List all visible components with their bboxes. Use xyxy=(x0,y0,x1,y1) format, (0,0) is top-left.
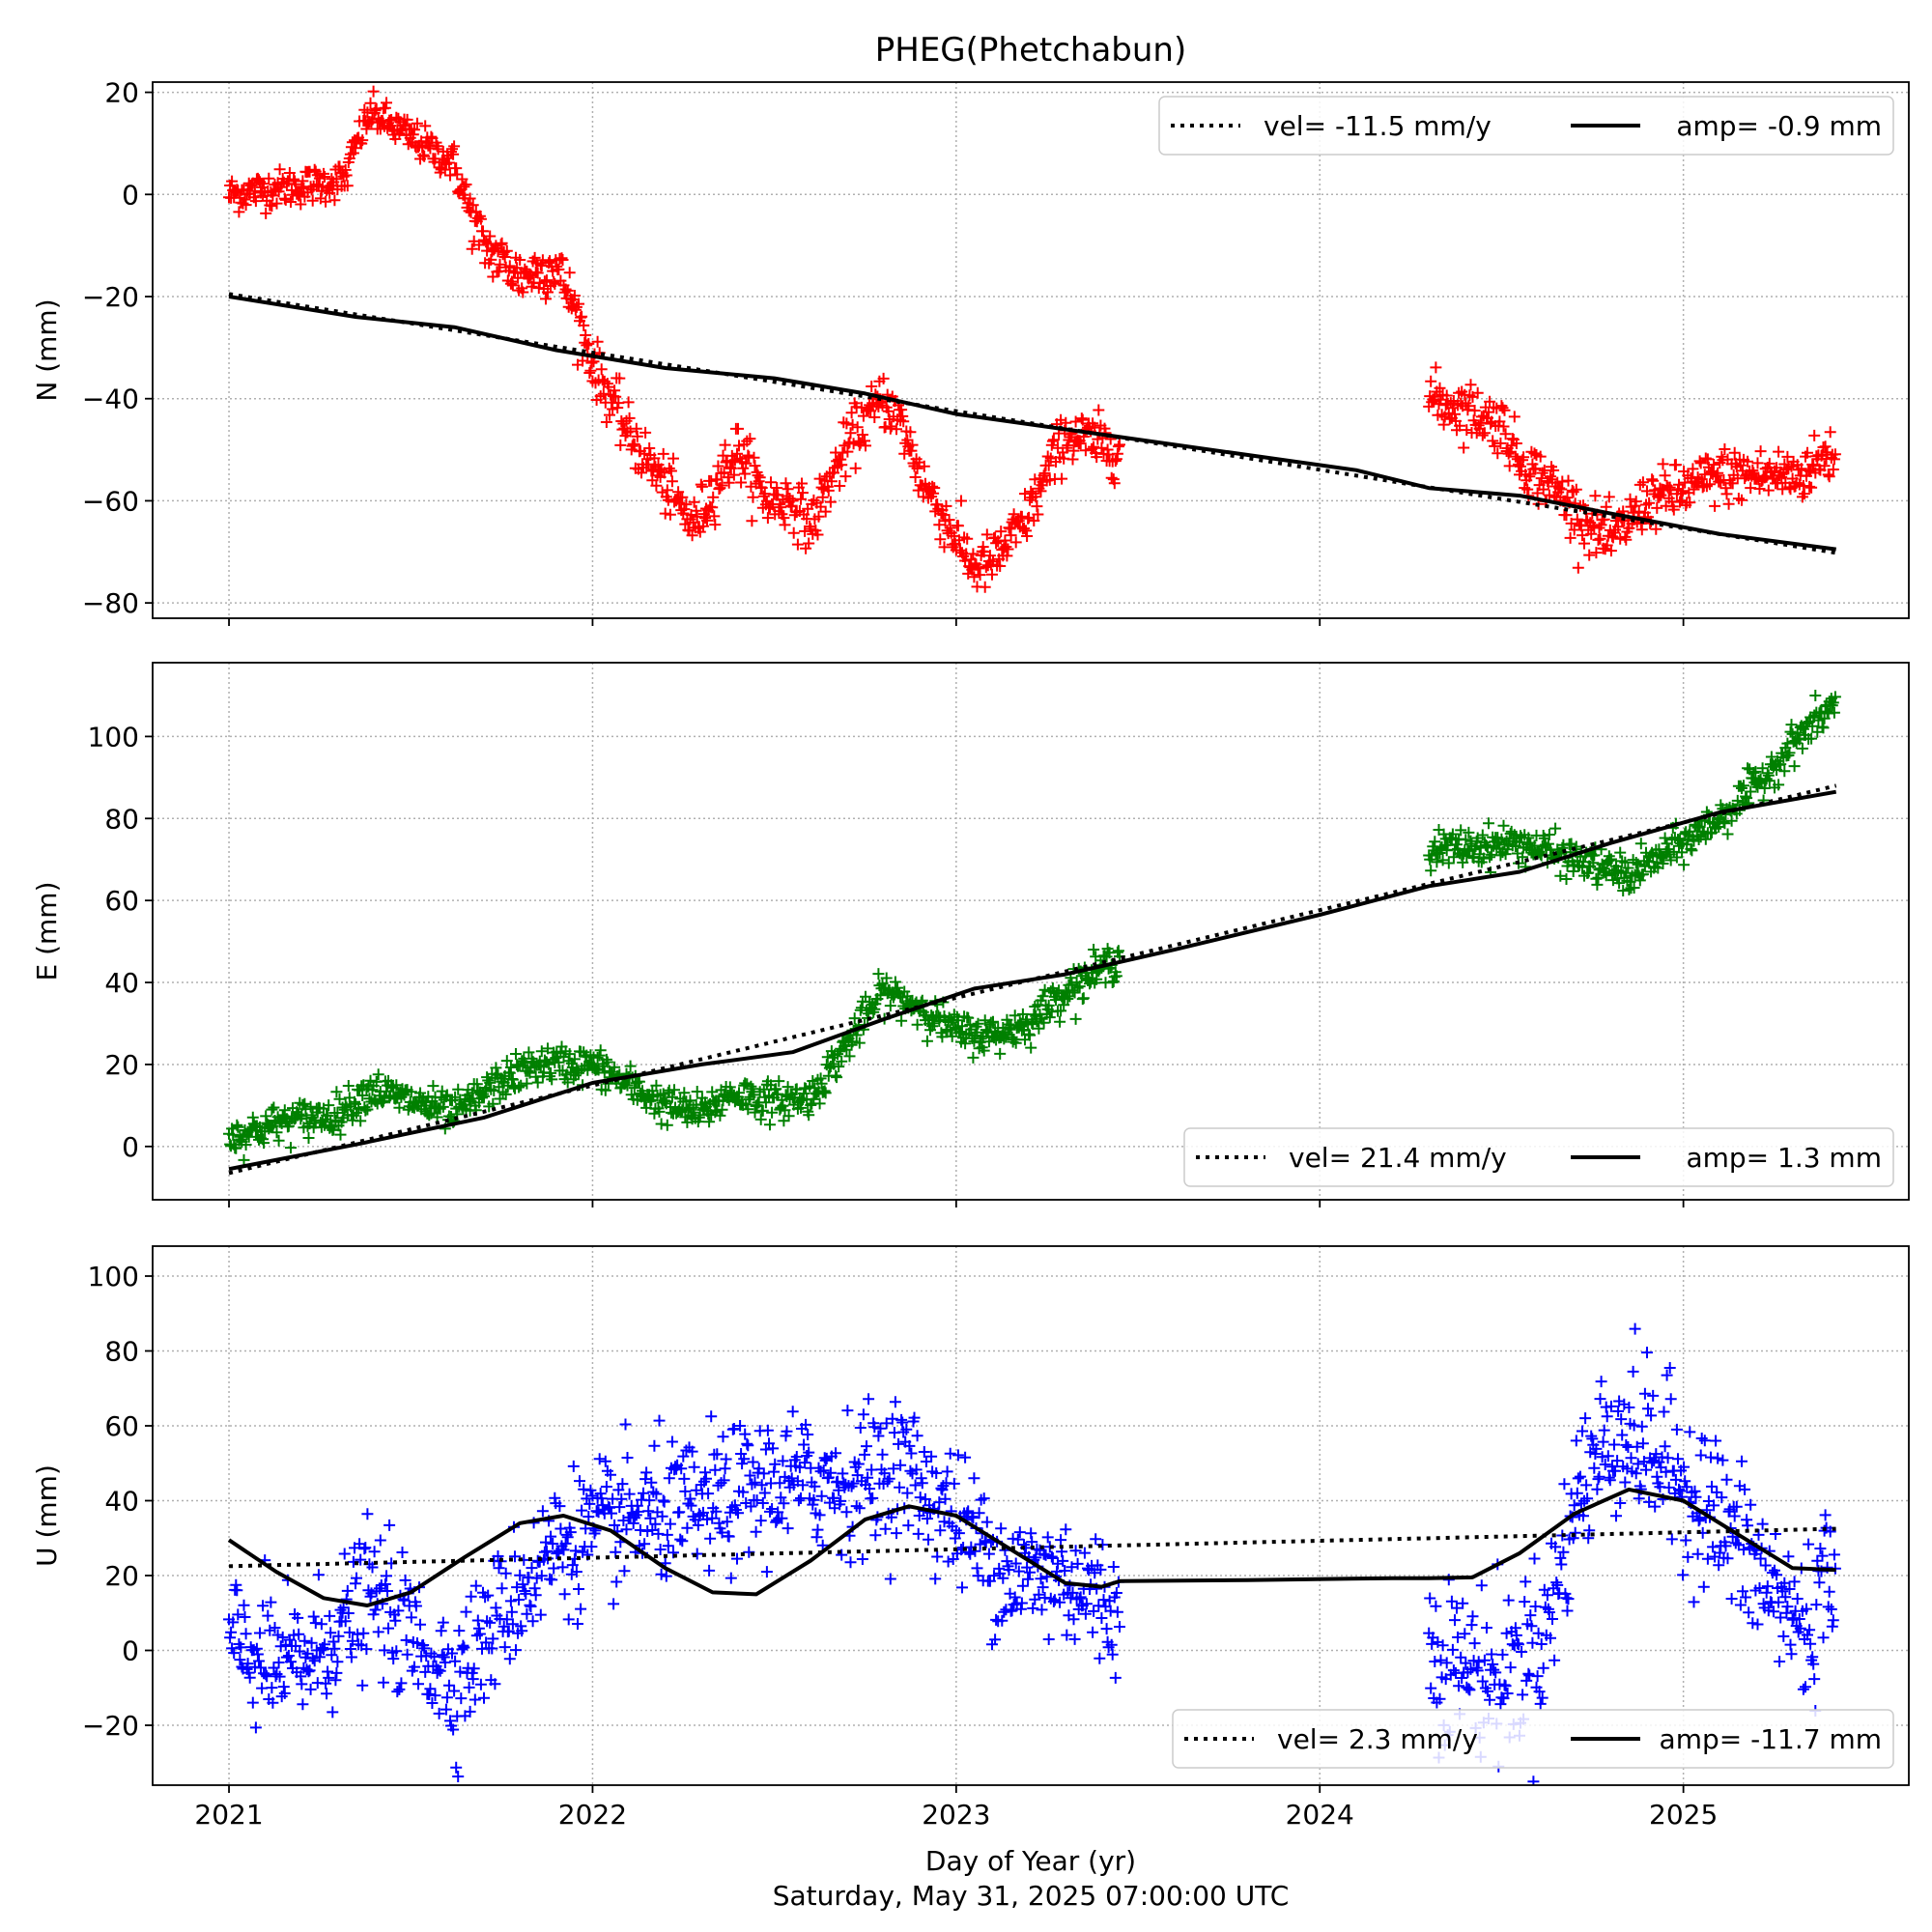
y-tick-label: −60 xyxy=(82,485,139,517)
y-axis-label: E (mm) xyxy=(31,882,63,981)
panel-e: 0 20 40 60 80 100 E (mm) vel= 21.4 mm/y amp= 1.3… xyxy=(31,662,1910,1208)
y-axis-label: U (mm) xyxy=(31,1464,63,1567)
y-tick-label: 60 xyxy=(104,885,139,917)
legend-amplitude-label: amp= -0.9 mm xyxy=(1676,110,1882,142)
axes-frame xyxy=(152,662,1910,1201)
legend-amplitude-label: amp= 1.3 mm xyxy=(1686,1142,1882,1174)
legend-amplitude-label: amp= -11.7 mm xyxy=(1660,1723,1882,1755)
x-axis-label: Day of Year (yr) xyxy=(925,1845,1136,1877)
observation-points xyxy=(223,690,1841,1166)
x-tick-label: 2022 xyxy=(558,1799,627,1831)
y-tick-label: 60 xyxy=(104,1410,139,1442)
series-group xyxy=(223,690,1841,1176)
y-tick-label: 40 xyxy=(104,1486,139,1518)
date-caption: Saturday, May 31, 2025 07:00:00 UTC xyxy=(773,1880,1290,1912)
y-tick-label: 20 xyxy=(104,1049,139,1081)
y-tick-label: −20 xyxy=(82,1710,139,1742)
y-tick-label: 80 xyxy=(104,803,139,835)
y-tick-label: 40 xyxy=(104,967,139,999)
y-tick-label: 0 xyxy=(122,179,139,211)
legend-velocity-label: vel= 2.3 mm/y xyxy=(1277,1723,1478,1755)
legend-box xyxy=(1183,1127,1894,1187)
y-tick-label: −80 xyxy=(82,587,139,619)
y-tick-label: 100 xyxy=(88,1261,139,1293)
legend-box xyxy=(1158,96,1894,156)
observation-points xyxy=(223,1322,1841,1785)
y-tick-label: 0 xyxy=(122,1131,139,1163)
panel-n: −80 −60 −40 −20 0 20 N (mm) vel= -11.5 mm/y amp=… xyxy=(31,77,1910,626)
legend-velocity-label: vel= 21.4 mm/y xyxy=(1289,1142,1507,1174)
y-tick-label: −20 xyxy=(82,281,139,313)
axes-frame xyxy=(152,81,1910,619)
panel-u: 2021 2022 2023 2024 2025 −20 0 20 40 60 80 100 U (mm… xyxy=(31,1245,1910,1831)
y-tick-label: −40 xyxy=(82,384,139,415)
series-group xyxy=(223,1322,1841,1785)
x-tick-label: 2021 xyxy=(194,1799,263,1831)
y-tick-label: 80 xyxy=(104,1336,139,1368)
y-tick-label: 0 xyxy=(122,1635,139,1667)
y-axis-label: N (mm) xyxy=(31,298,63,401)
y-tick-label: 20 xyxy=(104,77,139,109)
y-tick-label: 20 xyxy=(104,1560,139,1592)
amplitude-curve xyxy=(227,1487,1836,1607)
amplitude-curve xyxy=(228,789,1837,1172)
legend-box xyxy=(1172,1709,1894,1769)
series-group xyxy=(223,85,1841,593)
x-tick-label: 2024 xyxy=(1286,1799,1354,1831)
amplitude-curve xyxy=(228,295,1836,552)
legend-velocity-label: vel= -11.5 mm/y xyxy=(1264,110,1492,142)
chart-title: PHEG(Phetchabun) xyxy=(875,31,1187,70)
x-tick-label: 2023 xyxy=(922,1799,990,1831)
velocity-line xyxy=(228,1526,1836,1569)
axes-frame xyxy=(152,1245,1910,1786)
y-tick-label: 100 xyxy=(88,721,139,753)
x-tick-label: 2025 xyxy=(1649,1799,1718,1831)
observation-points xyxy=(223,85,1841,593)
